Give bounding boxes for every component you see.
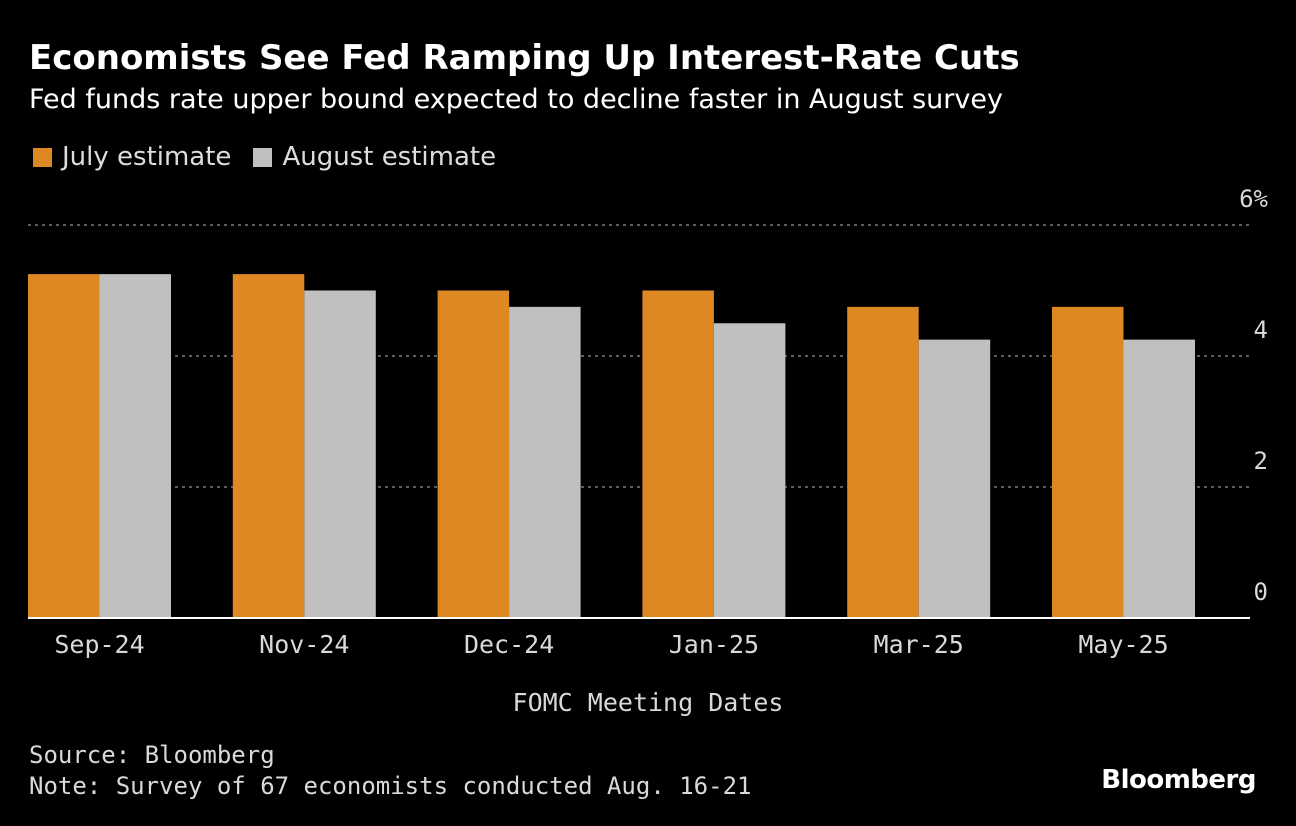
bar [509, 306, 581, 618]
y-tick-label: 4 [1254, 316, 1268, 344]
bar [232, 274, 305, 618]
bar [713, 323, 786, 618]
bar [28, 274, 100, 618]
x-tick-label: May-25 [1078, 630, 1168, 659]
legend-item-august: August estimate [253, 142, 496, 172]
bar [99, 274, 171, 618]
legend-item-july: July estimate [33, 142, 231, 172]
bar [1052, 306, 1124, 618]
bar [642, 290, 714, 618]
bar [1123, 339, 1195, 618]
chart-title: Economists See Fed Ramping Up Interest-R… [29, 38, 1020, 78]
x-tick-label: Jan-25 [669, 630, 759, 659]
survey-note: Note: Survey of 67 economists conducted … [29, 772, 752, 800]
bar [918, 339, 991, 618]
x-tick-label: Mar-25 [874, 630, 964, 659]
x-tick-label: Nov-24 [259, 630, 349, 659]
y-tick-label: 2 [1254, 447, 1268, 475]
legend-label-august: August estimate [282, 142, 497, 172]
bar [304, 290, 376, 618]
y-tick-label: 0 [1254, 578, 1268, 606]
x-tick-label: Sep-24 [54, 630, 144, 659]
chart-subtitle: Fed funds rate upper bound expected to d… [29, 84, 1003, 115]
legend: July estimate August estimate [33, 142, 518, 172]
bar [437, 290, 510, 618]
x-tick-label: Dec-24 [464, 630, 554, 659]
bloomberg-logo: Bloomberg [1101, 765, 1256, 795]
y-tick-label: 6% [1239, 185, 1268, 213]
legend-swatch-july [33, 147, 52, 167]
x-axis-label: FOMC Meeting Dates [513, 688, 784, 717]
source-note: Source: Bloomberg [29, 741, 275, 769]
legend-swatch-august [253, 147, 273, 167]
legend-label-july: July estimate [62, 142, 232, 172]
bar [847, 306, 919, 618]
